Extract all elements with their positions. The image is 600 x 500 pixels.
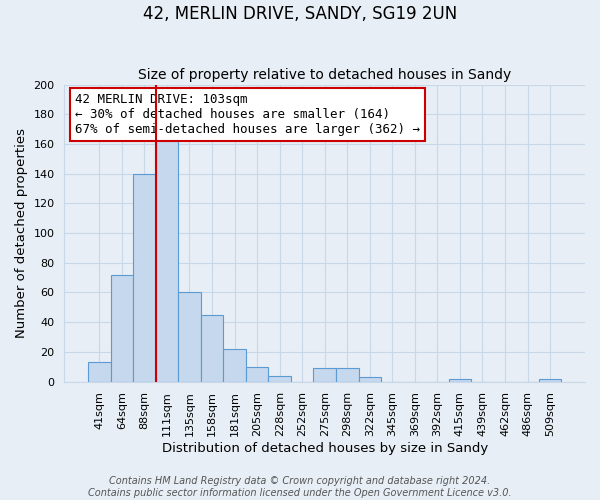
Bar [223,349,246,382]
Text: 42, MERLIN DRIVE, SANDY, SG19 2UN: 42, MERLIN DRIVE, SANDY, SG19 2UN [143,5,457,23]
Bar [246,366,268,382]
Bar [110,274,133,382]
Bar [88,362,110,382]
Bar [313,368,336,382]
Bar [336,368,359,382]
Text: 42 MERLIN DRIVE: 103sqm
← 30% of detached houses are smaller (164)
67% of semi-d: 42 MERLIN DRIVE: 103sqm ← 30% of detache… [75,94,420,136]
Bar [178,292,201,382]
Text: Contains HM Land Registry data © Crown copyright and database right 2024.
Contai: Contains HM Land Registry data © Crown c… [88,476,512,498]
Bar [201,315,223,382]
Bar [268,376,291,382]
X-axis label: Distribution of detached houses by size in Sandy: Distribution of detached houses by size … [161,442,488,455]
Bar [155,136,178,382]
Y-axis label: Number of detached properties: Number of detached properties [15,128,28,338]
Bar [133,174,155,382]
Bar [449,378,471,382]
Title: Size of property relative to detached houses in Sandy: Size of property relative to detached ho… [138,68,511,82]
Bar [359,377,381,382]
Bar [539,378,562,382]
